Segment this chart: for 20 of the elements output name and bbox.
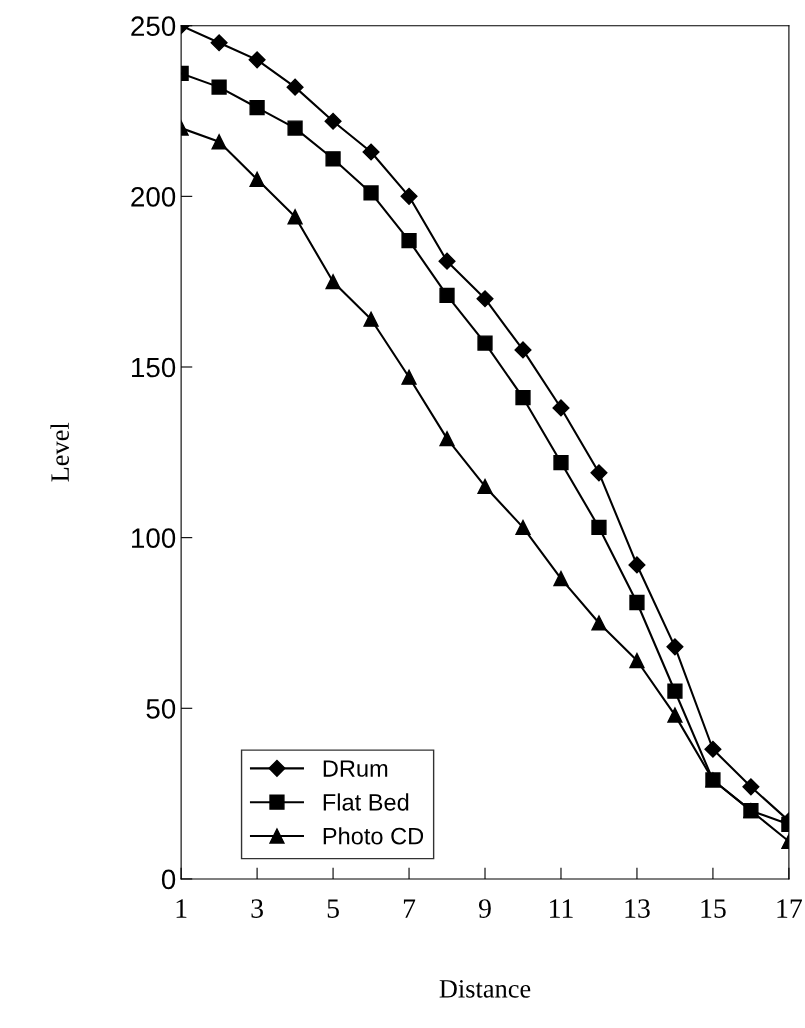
x-tick-label: 13 — [625, 899, 650, 918]
x-tick-label: 5 — [327, 899, 339, 918]
legend-label: DRum — [323, 760, 388, 777]
y-tick-label: 150 — [132, 357, 176, 378]
x-tick-label: 7 — [403, 899, 416, 918]
y-tick-label: 0 — [161, 869, 176, 890]
y-axis-title: Level — [50, 422, 70, 482]
x-tick-label: 17 — [777, 899, 802, 918]
x-tick-label: 11 — [550, 899, 573, 918]
y-tick-label: 50 — [146, 698, 176, 719]
x-tick-label: 3 — [251, 899, 263, 918]
x-axis-title: Distance — [439, 979, 531, 998]
legend-label: Flat Bed — [323, 793, 409, 811]
x-tick-label: 1 — [176, 899, 187, 918]
legend-label: Photo CD — [323, 827, 424, 845]
y-tick-label: 100 — [132, 528, 176, 548]
y-tick-label: 250 — [131, 16, 176, 37]
x-tick-label: 9 — [478, 899, 491, 918]
y-tick-label: 200 — [131, 187, 176, 207]
x-tick-label: 15 — [701, 899, 726, 918]
